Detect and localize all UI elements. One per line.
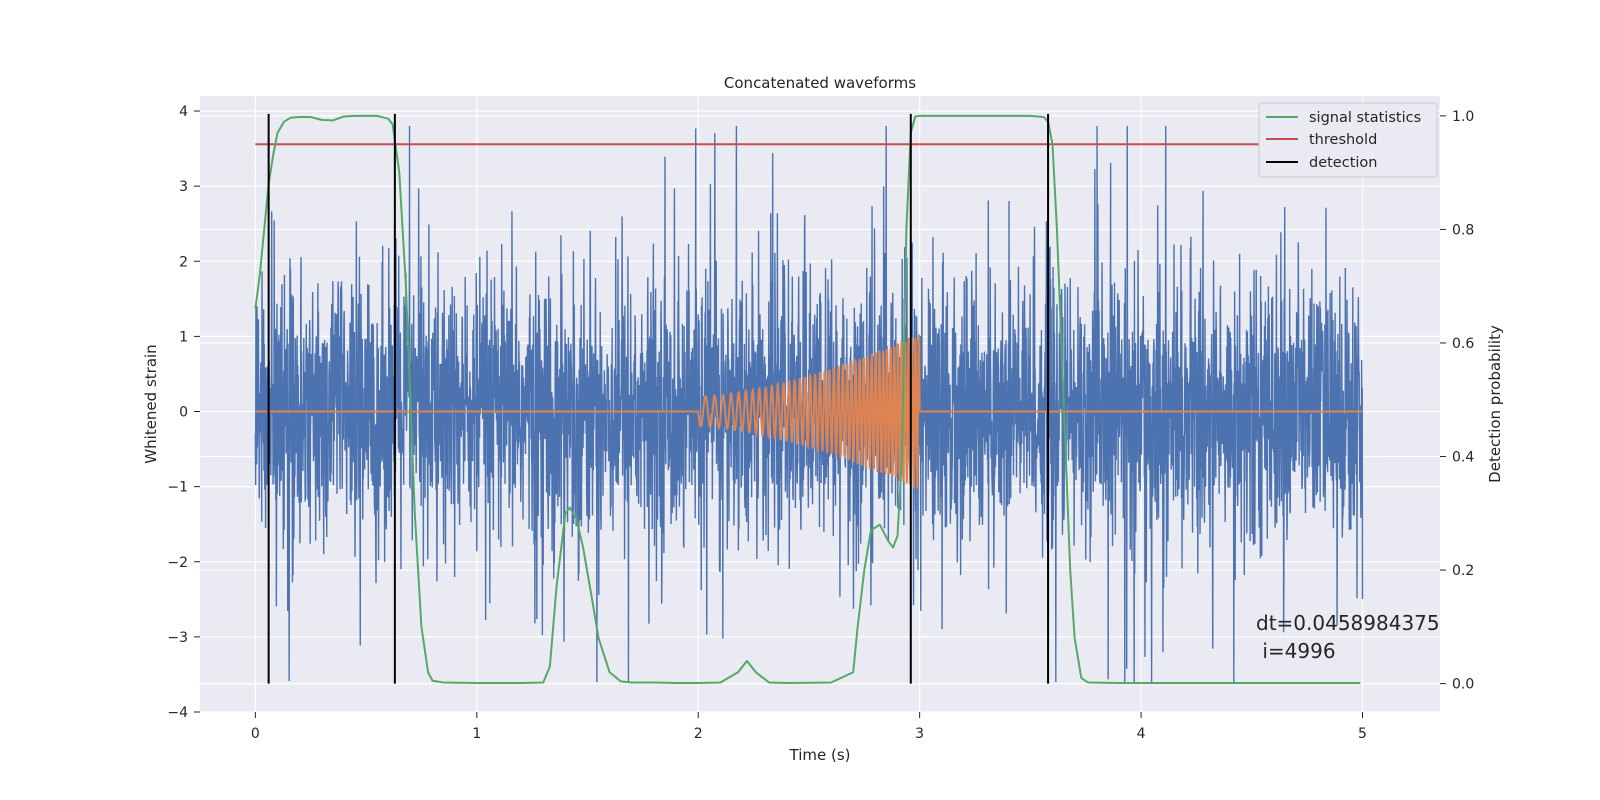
annotation-dt: dt=0.0458984375 [1256, 611, 1440, 635]
legend-label-detection: detection [1309, 155, 1377, 171]
annotation-index: i=4996 [1256, 639, 1336, 663]
y-right-tick-label: 0.4 [1452, 450, 1474, 466]
y-right-tick-label: 0.6 [1452, 336, 1474, 352]
x-tick-label: 0 [251, 726, 260, 742]
y-tick-label: −3 [167, 630, 188, 646]
y-tick-label: 4 [179, 104, 188, 120]
y-right-tick-label: 0.0 [1452, 677, 1474, 693]
injected-signal-series [255, 334, 1363, 489]
x-tick-label: 3 [915, 726, 924, 742]
y-tick-label: 0 [179, 405, 188, 421]
y-axis-label-right: Detection probability [1486, 325, 1504, 483]
y-right-tick-label: 0.8 [1452, 222, 1474, 238]
y-right-tick-label: 0.2 [1452, 563, 1474, 579]
signal-statistics-line [254, 114, 1361, 685]
y-tick-label: −1 [167, 480, 188, 496]
x-tick-label: 4 [1137, 726, 1146, 742]
axis-ticks: 0 1 2 3 4 5 4 3 2 1 0 −1 −2 −3 −4 1.0 0.8 0.6 0.4 0.2 0.0 [167, 104, 1474, 742]
y-tick-label: 2 [179, 254, 188, 270]
x-axis-label: Time (s) [789, 746, 851, 764]
signal-statistics-series [254, 114, 1361, 685]
y-tick-label: 1 [179, 329, 188, 345]
y-tick-label: 3 [179, 179, 188, 195]
x-tick-label: 5 [1358, 726, 1367, 742]
y-tick-label: −2 [167, 555, 188, 571]
y-axis-label: Whitened strain [142, 344, 160, 463]
detection-lines [267, 113, 1050, 684]
y-right-tick-label: 1.0 [1452, 109, 1474, 125]
legend-label-signal-statistics: signal statistics [1309, 110, 1421, 126]
y-tick-label: −4 [167, 705, 188, 721]
legend-box [1258, 102, 1438, 178]
legend: signal statistics threshold detection [1258, 102, 1438, 178]
legend-label-threshold: threshold [1309, 132, 1377, 148]
chart-title: Concatenated waveforms [724, 74, 916, 92]
x-tick-label: 2 [694, 726, 703, 742]
injected-signal-line [255, 334, 1363, 489]
x-tick-label: 1 [472, 726, 481, 742]
